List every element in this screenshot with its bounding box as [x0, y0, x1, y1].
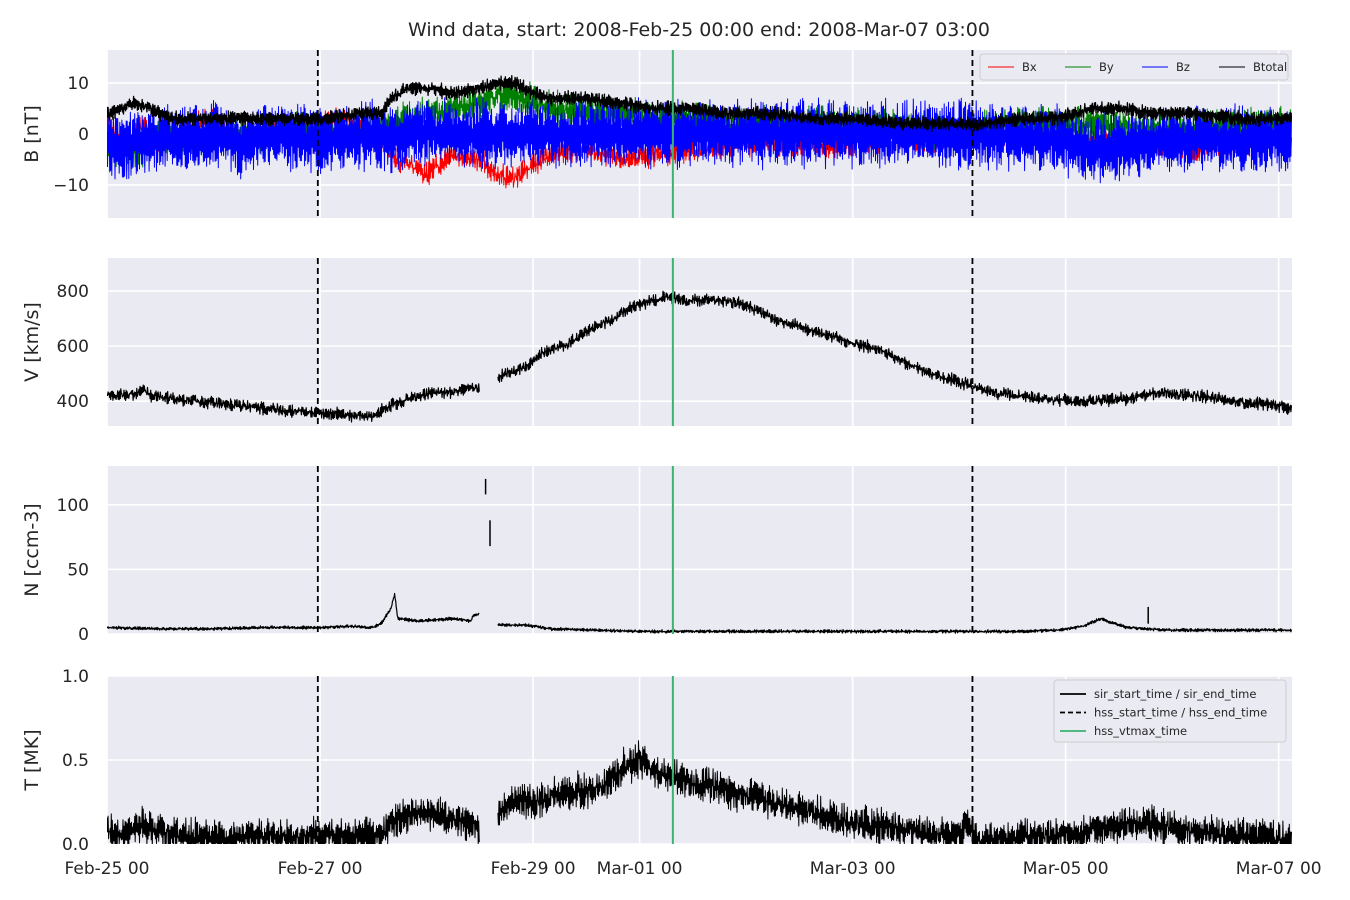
panel-v-background: [107, 258, 1292, 426]
figure-title: Wind data, start: 2008-Feb-25 00:00 end:…: [408, 19, 990, 41]
legend-b-label-bx: Bx: [1022, 60, 1037, 74]
x-tick-labels: Feb-25 00 Feb-27 00 Feb-29 00 Mar-01 00 Mar-…: [65, 859, 1322, 879]
panels-group: −10 0 10 B [nT] 400 600 800 V [km/s] 0 50 100 N [cc…: [21, 50, 1292, 855]
legend-events-label-0: sir_start_time / sir_end_time: [1094, 687, 1256, 701]
xtick-0: Feb-25 00: [65, 859, 150, 879]
legend-b-label-by: By: [1099, 60, 1114, 74]
legend-events-label-1: hss_start_time / hss_end_time: [1094, 706, 1267, 720]
panel-v-ytick-2: 800: [57, 282, 89, 302]
panel-b-ytick-2: 10: [67, 74, 89, 94]
panel-n-ylabel: N [ccm-3]: [21, 503, 43, 596]
panel-t-ylabel: T [MK]: [21, 729, 43, 791]
panel-v-ytick-1: 600: [57, 337, 89, 357]
panel-t: 0.0 0.5 1.0 T [MK]: [21, 667, 1292, 855]
xtick-3: Mar-01 00: [597, 859, 683, 879]
panel-t-ytick-2: 1.0: [62, 667, 89, 687]
series-bz: [107, 97, 1292, 184]
panel-b-ylabel: B [nT]: [21, 105, 43, 163]
xtick-1: Feb-27 00: [278, 859, 363, 879]
xtick-5: Mar-05 00: [1023, 859, 1109, 879]
legend-b: Bx By Bz Btotal: [979, 53, 1289, 81]
panel-b-ytick-0: −10: [53, 176, 89, 196]
panel-t-ytick-1: 0.5: [62, 751, 89, 771]
xtick-6: Mar-07 00: [1236, 859, 1322, 879]
panel-n-background: [107, 466, 1292, 634]
series-t: [107, 740, 1292, 844]
legend-b-label-btotal: Btotal: [1253, 60, 1287, 74]
series-v: [107, 290, 1292, 423]
series-n: [107, 592, 1292, 634]
legend-events: sir_start_time / sir_end_time hss_start_t…: [1053, 679, 1287, 743]
legend-events-label-2: hss_vtmax_time: [1094, 724, 1187, 738]
series-btotal: [107, 74, 1292, 132]
panel-n-ytick-1: 50: [67, 560, 89, 580]
panel-v-ytick-0: 400: [57, 392, 89, 412]
panel-b-ytick-1: 0: [78, 125, 89, 145]
panel-v-ylabel: V [km/s]: [21, 302, 43, 382]
panel-v: 400 600 800 V [km/s]: [21, 258, 1292, 426]
panel-n-ytick-0: 0: [78, 625, 89, 645]
legend-b-label-bz: Bz: [1176, 60, 1190, 74]
xtick-4: Mar-03 00: [810, 859, 896, 879]
panel-n-ytick-2: 100: [57, 496, 89, 516]
xtick-2: Feb-29 00: [491, 859, 576, 879]
panel-t-ytick-0: 0.0: [62, 835, 89, 855]
panel-n: 0 50 100 N [ccm-3]: [21, 466, 1292, 645]
